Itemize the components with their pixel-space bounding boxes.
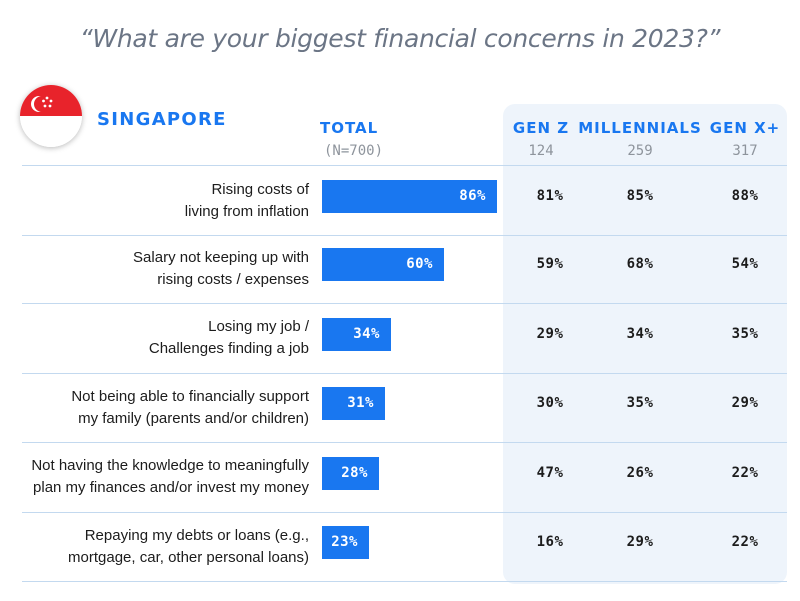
gen-z-sample-size: 124 [528,143,554,159]
millennials-value: 68% [626,256,654,273]
row-label-line: Challenges finding a job [148,340,309,358]
row-label-line: living from inflation [184,202,309,220]
total-bar: 34% [322,317,391,351]
total-bar: 86% [322,180,497,213]
millennials-sample-size: 259 [627,143,653,159]
gen-x-value: 54% [731,256,759,273]
gen-z-value: 47% [536,464,564,481]
gen-x-value: 29% [731,395,759,412]
row-label-line: Repaying my debts or loans (e.g., [84,526,309,544]
table-row: Not being able to financially support my … [22,373,787,444]
row-label: Not having the knowledge to meaningfully… [9,455,309,499]
row-label-line: mortgage, car, other personal loans) [68,548,309,566]
total-bar: 28% [322,456,379,490]
gen-x-value: 22% [731,464,759,481]
gen-z-value: 30% [536,395,564,412]
table-row: Salary not keeping up with rising costs /… [22,234,787,305]
millennials-value: 29% [626,534,654,550]
row-label: Salary not keeping up with rising costs /… [9,247,309,291]
gen-z-value: 29% [536,325,564,342]
millennials-value: 26% [626,464,654,481]
total-bar: 31% [322,387,385,421]
total-bar: 60% [322,248,444,282]
row-label-line: my family (parents and/or children) [78,409,309,427]
row-label-line: Losing my job / [208,318,309,336]
millennials-value: 85% [626,188,654,204]
table-row: Losing my job / Challenges finding a job 3… [22,304,787,374]
total-sample-size: (N=700) [324,143,384,159]
row-label-line: Not having the knowledge to meaningfully [31,457,309,475]
gen-x-value: 88% [731,188,759,204]
millennials-value: 35% [626,395,654,412]
row-label-line: Rising costs of [211,180,309,198]
gen-x-value: 22% [731,534,759,550]
table-row: Rising costs of living from inflation 86% 8… [22,165,787,236]
country-label: SINGAPORE [97,109,227,130]
total-bar-value: 23% [331,534,358,550]
gen-z-value: 81% [536,188,564,204]
gen-z-header: GEN Z [512,119,570,137]
row-label: Rising costs of living from inflation [9,179,309,223]
total-bar: 23% [322,526,369,559]
millennials-value: 34% [626,325,654,342]
total-bar-value: 31% [347,395,374,412]
row-label-line: Salary not keeping up with [133,248,309,266]
table-row: Repaying my debts or loans (e.g., mortgag… [22,512,787,582]
gen-x-header: GEN X+ [709,119,781,137]
gen-x-sample-size: 317 [732,143,758,159]
gen-z-value: 59% [536,256,564,273]
generation-panel [503,104,787,584]
total-bar-value: 28% [341,464,368,481]
table-row: Not having the knowledge to meaningfully… [22,443,787,513]
row-label-line: Not being able to financially support [71,387,309,405]
row-label: Losing my job / Challenges finding a job [9,316,309,360]
total-bar-value: 86% [459,188,486,204]
millennials-header: MILLENNIALS [578,119,702,137]
total-bar-value: 34% [353,325,380,342]
total-bar-value: 60% [406,256,433,273]
singapore-flag-icon [20,85,82,147]
row-label: Repaying my debts or loans (e.g., mortgag… [9,525,309,569]
row-label: Not being able to financially support my … [9,386,309,430]
row-label-line: rising costs / expenses [157,270,309,288]
chart-title: “What are your biggest financial concern… [79,24,721,53]
total-header: TOTAL [320,119,379,137]
gen-z-value: 16% [536,534,564,550]
row-label-line: plan my finances and/or invest my money [33,479,309,497]
gen-x-value: 35% [731,325,759,342]
